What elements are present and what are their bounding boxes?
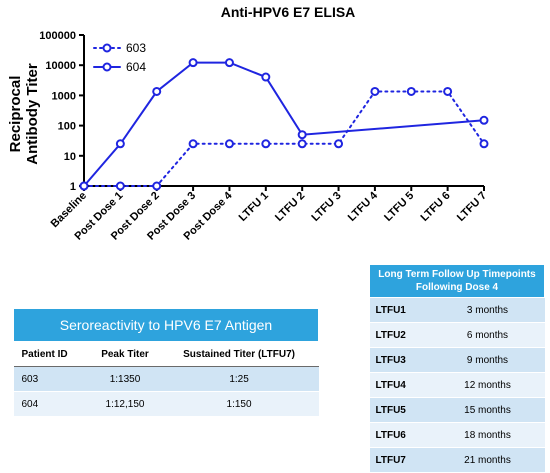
x-tick-label: LTFU 7 — [455, 190, 489, 224]
table-row: LTFU6 18 months — [369, 422, 545, 448]
ltfu-cell-name: LTFU7 — [369, 447, 431, 473]
ltfu-cell-duration: 21 months — [430, 447, 545, 473]
ltfu-cell-name: LTFU1 — [369, 297, 431, 323]
seroreactivity-table: Seroreactivity to HPV6 E7 Antigen Patien… — [13, 308, 319, 417]
table-row: LTFU1 3 months — [369, 297, 545, 323]
data-point — [370, 86, 380, 96]
data-point — [115, 181, 125, 191]
ltfu-cell-name: LTFU6 — [369, 422, 431, 448]
legend-marker-604 — [102, 62, 112, 72]
y-tick-label: 1 — [70, 181, 76, 193]
ltfu-title-line1: Long Term Follow Up Timepoints — [378, 269, 536, 280]
series-line-604 — [83, 61, 485, 187]
series-603 — [79, 86, 489, 191]
x-tick-label: LTFU 4 — [346, 189, 381, 224]
legend-marker-603 — [102, 43, 112, 53]
x-tick-label: LTFU 1 — [237, 190, 271, 224]
ltfu-cell-name: LTFU5 — [369, 397, 431, 423]
sero-cell-sustained-titer: 1:25 — [159, 366, 319, 392]
data-point — [334, 139, 344, 149]
series-layer — [79, 58, 489, 191]
table-row: LTFU2 6 months — [369, 322, 545, 348]
x-tick-label: LTFU 5 — [382, 190, 416, 224]
table-row: 604 1:12,150 1:150 — [13, 391, 319, 417]
legend-label-604: 604 — [126, 60, 146, 74]
data-point — [224, 139, 234, 149]
y-tick-label: 10000 — [45, 60, 76, 72]
x-tick-label: LTFU 6 — [418, 190, 452, 224]
x-tick-label: LTFU 2 — [273, 190, 307, 224]
y-axis-label-line1: Reciprocal — [7, 76, 24, 153]
data-point — [297, 130, 307, 140]
data-point — [188, 139, 198, 149]
sero-header-sustained-titer: Sustained Titer (LTFU7) — [159, 341, 319, 367]
y-tick-label: 1000 — [52, 90, 76, 102]
ltfu-cell-name: LTFU2 — [369, 322, 431, 348]
data-point — [443, 86, 453, 96]
y-axis-label-line2: Antibody Titer — [24, 63, 41, 165]
y-tick-label: 10 — [64, 151, 76, 163]
table-row: LTFU3 9 months — [369, 347, 545, 373]
ltfu-table-title: Long Term Follow Up Timepoints Following… — [369, 264, 545, 298]
table-row: LTFU5 15 months — [369, 397, 545, 423]
ltfu-title-line2: Following Dose 4 — [415, 282, 499, 293]
chart-title: Anti-HPV6 E7 ELISA — [221, 4, 356, 20]
data-point — [152, 86, 162, 96]
series-604 — [79, 58, 489, 191]
data-point — [115, 139, 125, 149]
data-point — [479, 139, 489, 149]
table-row: 603 1:1350 1:25 — [13, 366, 319, 392]
data-point — [224, 58, 234, 68]
legend-label-603: 603 — [126, 41, 146, 55]
sero-cell-patient-id: 604 — [13, 391, 91, 417]
data-point — [479, 115, 489, 125]
ltfu-cell-duration: 18 months — [430, 422, 545, 448]
data-point — [406, 86, 416, 96]
ltfu-cell-duration: 15 months — [430, 397, 545, 423]
table-row: LTFU7 21 months — [369, 447, 545, 473]
ltfu-timepoints-table: Long Term Follow Up Timepoints Following… — [369, 264, 545, 473]
y-tick-label: 100 — [58, 121, 76, 133]
ltfu-cell-duration: 12 months — [430, 372, 545, 398]
series-line-603 — [83, 90, 485, 187]
data-point — [188, 58, 198, 68]
sero-cell-peak-titer: 1:1350 — [90, 366, 160, 392]
sero-header-peak-titer: Peak Titer — [90, 341, 160, 367]
sero-cell-sustained-titer: 1:150 — [159, 391, 319, 417]
table-row: LTFU4 12 months — [369, 372, 545, 398]
titer-line-chart: Anti-HPV6 E7 ELISA Reciprocal Antibody T… — [7, 4, 489, 243]
data-point — [297, 139, 307, 149]
sero-header-patient-id: Patient ID — [13, 341, 91, 367]
data-point — [79, 181, 89, 191]
ltfu-cell-duration: 9 months — [430, 347, 545, 373]
data-point — [261, 139, 271, 149]
x-tick-label: LTFU 3 — [309, 190, 343, 224]
y-tick-label: 100000 — [39, 30, 76, 42]
ltfu-cell-duration: 6 months — [430, 322, 545, 348]
sero-table-title: Seroreactivity to HPV6 E7 Antigen — [13, 308, 319, 342]
data-point — [152, 181, 162, 191]
ltfu-cell-duration: 3 months — [430, 297, 545, 323]
sero-cell-peak-titer: 1:12,150 — [90, 391, 160, 417]
ltfu-cell-name: LTFU4 — [369, 372, 431, 398]
sero-cell-patient-id: 603 — [13, 366, 91, 392]
data-point — [261, 72, 271, 82]
ltfu-cell-name: LTFU3 — [369, 347, 431, 373]
